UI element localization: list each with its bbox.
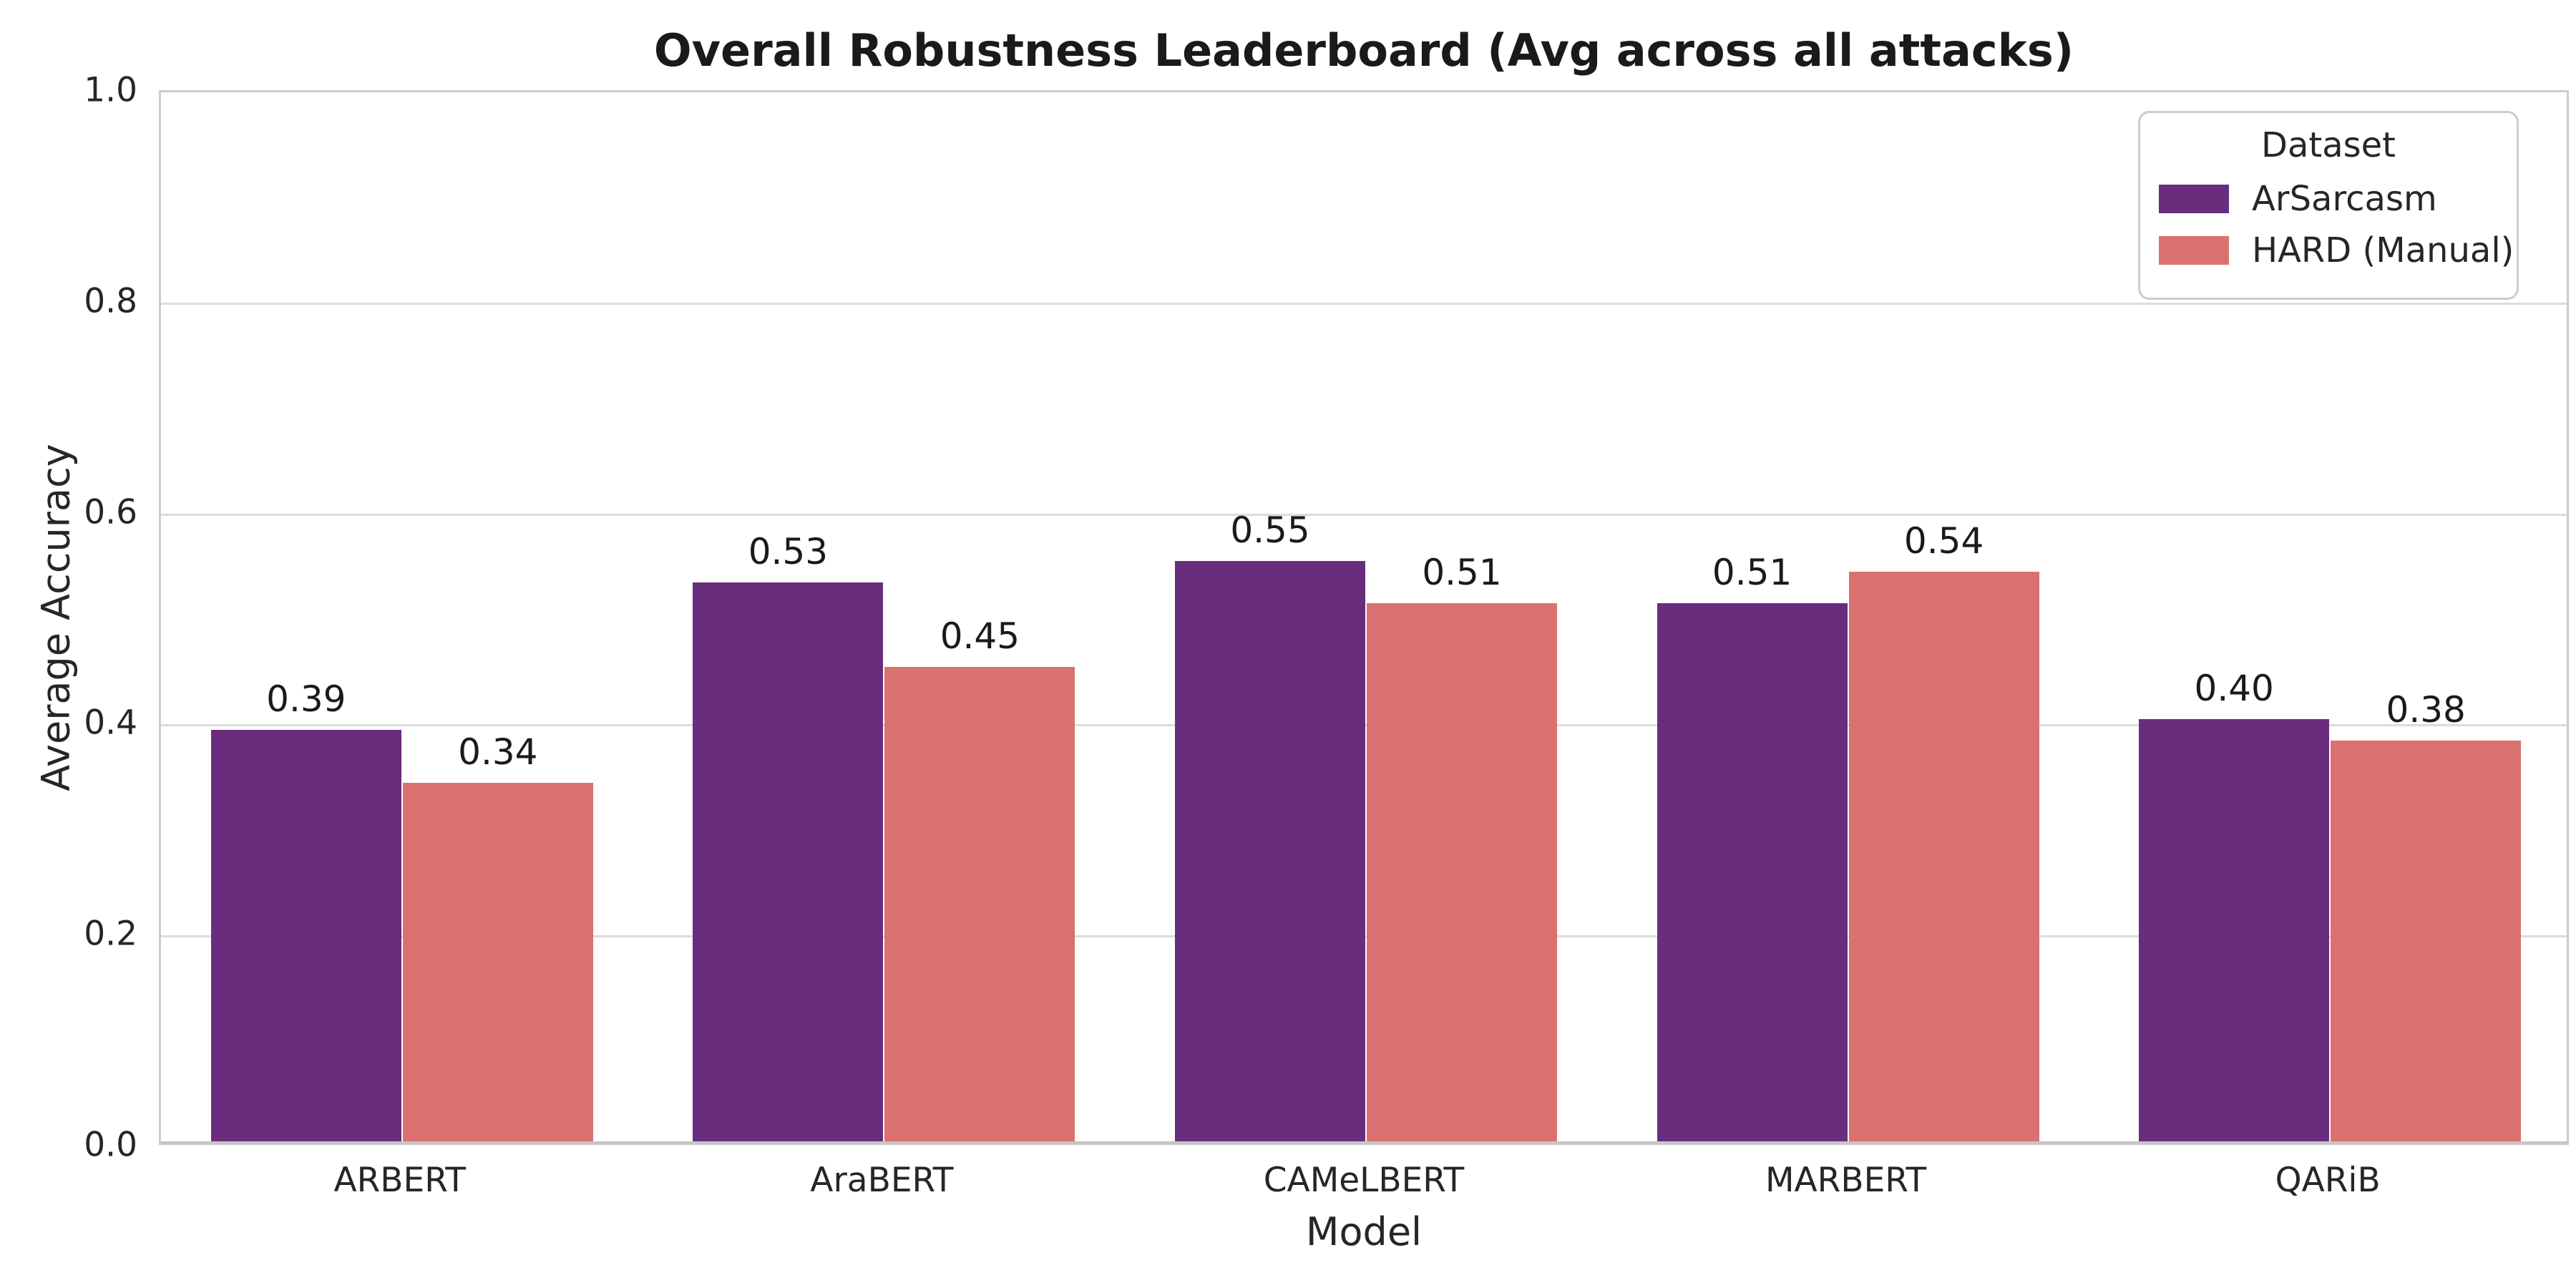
bar-arbert-hard [402,782,593,1141]
legend-item-arsarcasm: ArSarcasm [2159,180,2498,218]
y-tick-label: 0.8 [84,281,137,321]
chart-title: Overall Robustness Leaderboard (Avg acro… [653,24,2074,77]
bar-qarib-arsarcasm [2139,719,2330,1141]
legend: Dataset ArSarcasm HARD (Manual) [2138,111,2519,300]
y-tick-label: 0.4 [84,703,137,743]
x-tick-label-arabert: AraBERT [810,1161,954,1200]
bar-marbert-hard [1848,572,2039,1141]
bar-value-label: 0.53 [748,530,829,572]
bar-value-label: 0.51 [1712,552,1792,594]
legend-label-arsarcasm: ArSarcasm [2252,179,2437,219]
bar-arbert-arsarcasm [210,730,401,1141]
x-tick-label-qarib: QARiB [2275,1161,2381,1200]
x-tick-label-arbert: ARBERT [333,1161,467,1200]
bar-value-label: 0.34 [458,731,538,773]
x-tick-label-camelbert: CAMeLBERT [1263,1161,1465,1200]
gridline [161,302,2567,305]
bar-value-label: 0.51 [1422,552,1502,594]
y-tick-label: 0.6 [84,492,137,532]
gridline [161,513,2567,516]
bar-value-label: 0.55 [1230,509,1310,552]
legend-swatch-arsarcasm [2159,185,2229,213]
y-tick-label: 1.0 [84,70,137,110]
legend-item-hard-manual: HARD (Manual) [2159,232,2514,269]
x-axis-label: Model [1305,1209,1423,1254]
legend-swatch-hard-manual [2159,236,2229,265]
bar-value-label: 0.40 [2194,668,2274,710]
legend-title: Dataset [2261,125,2396,165]
bar-qarib-hard [2331,740,2522,1141]
bar-value-label: 0.38 [2386,688,2466,731]
bar-value-label: 0.39 [266,678,346,721]
bar-camelbert-arsarcasm [1175,561,1365,1141]
y-tick-label: 0.0 [84,1125,137,1165]
x-tick-label-marbert: MARBERT [1765,1161,1927,1200]
y-tick-label: 0.2 [84,914,137,954]
legend-label-hard-manual: HARD (Manual) [2252,230,2514,270]
bar-value-label: 0.45 [940,615,1020,657]
bar-arabert-hard [884,666,1075,1141]
bar-marbert-arsarcasm [1657,603,1848,1141]
bar-arabert-arsarcasm [693,582,884,1141]
bar-value-label: 0.54 [1903,520,1984,562]
bar-camelbert-hard [1367,603,1557,1141]
